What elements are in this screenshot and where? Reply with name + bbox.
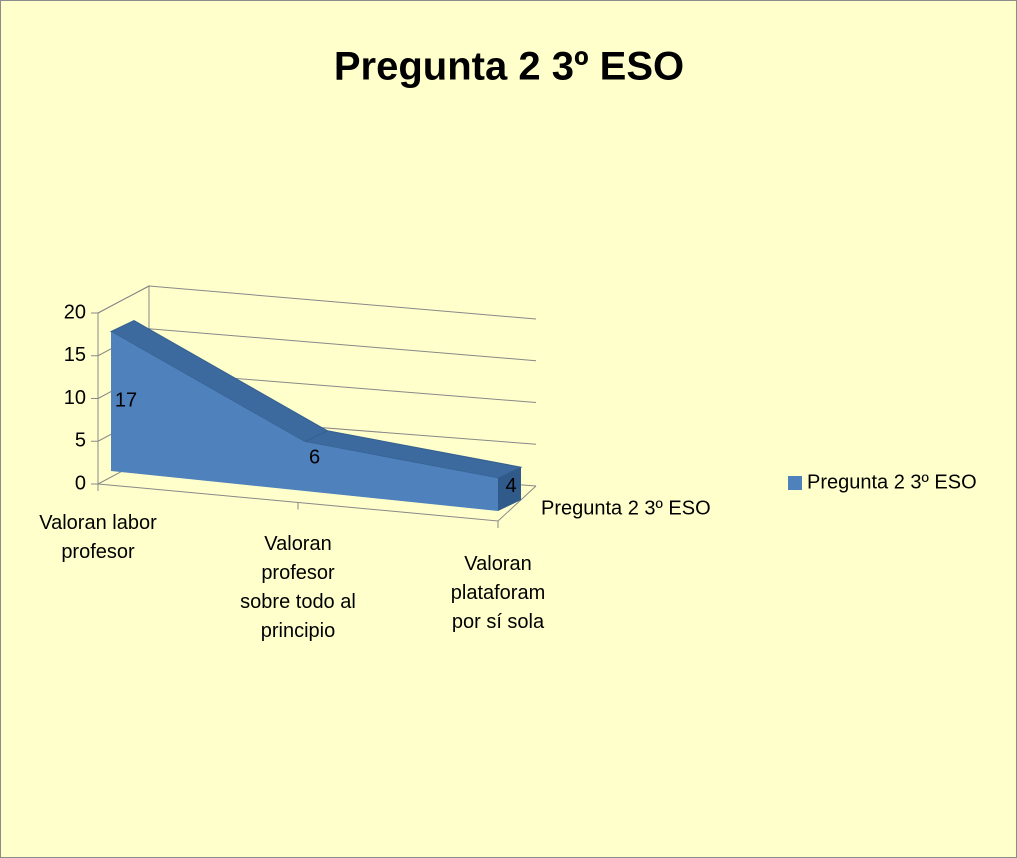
- y-tick-label: 5: [75, 430, 86, 452]
- data-label: 17: [115, 390, 137, 412]
- legend-label: Pregunta 2 3º ESO: [807, 471, 977, 493]
- grid-line: [97, 285, 537, 320]
- y-tick-label: 0: [75, 472, 86, 494]
- x-tick-label: Valoran profesor sobre todo al principio: [240, 532, 356, 642]
- data-label: 6: [309, 447, 320, 469]
- x-tick-label: Valoran labor profesor: [39, 512, 157, 563]
- area-side: [498, 467, 521, 511]
- chart-title: Pregunta 2 3º ESO: [334, 45, 684, 89]
- x-tick-label: Valoran plataforam por sí sola: [450, 553, 546, 633]
- area: [111, 331, 498, 511]
- legend-swatch: [788, 476, 802, 490]
- y-tick-label: 20: [64, 301, 86, 323]
- y-tick-label: 10: [64, 387, 86, 409]
- data-label: 4: [505, 475, 516, 497]
- y-tick-label: 15: [64, 344, 86, 366]
- depth-axis-label: Pregunta 2 3º ESO: [541, 497, 711, 519]
